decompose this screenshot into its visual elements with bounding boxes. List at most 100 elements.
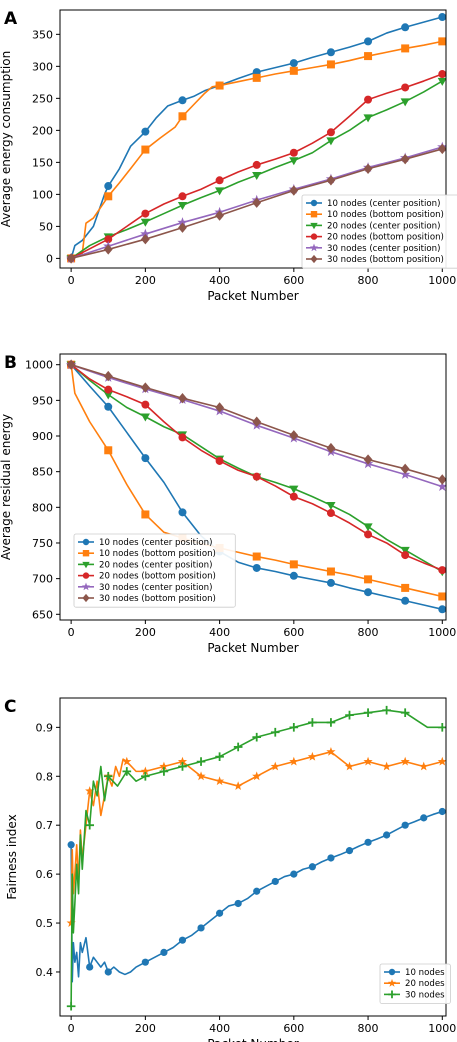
legend-marker: [82, 593, 90, 603]
data-point: [308, 863, 316, 871]
data-point: [252, 197, 262, 208]
x-axis-label: Packet Number: [207, 1037, 298, 1042]
data-point: [344, 761, 355, 771]
legend-item: 10 nodes (bottom position): [78, 549, 216, 559]
data-point: [67, 841, 75, 849]
data-point: [141, 145, 150, 154]
data-point: [364, 530, 373, 539]
x-tick-label: 200: [135, 274, 156, 287]
data-point: [400, 756, 410, 766]
data-point: [234, 899, 242, 908]
data-point: [160, 948, 168, 957]
data-point: [289, 492, 298, 501]
y-tick-label: 150: [32, 156, 53, 169]
data-point: [214, 187, 225, 196]
legend-label: 10 nodes (bottom position): [327, 210, 444, 220]
data-point: [438, 605, 446, 614]
data-point: [420, 814, 428, 822]
legend-label: 30 nodes: [405, 990, 445, 1000]
legend-item: 20 nodes (bottom position): [78, 572, 216, 582]
data-point: [159, 767, 169, 776]
data-point: [178, 222, 187, 233]
data-point: [178, 762, 187, 771]
y-tick-label: 850: [32, 466, 53, 479]
series-line: [70, 16, 443, 259]
data-point: [364, 37, 373, 46]
data-point: [364, 95, 373, 104]
data-point: [401, 23, 410, 32]
data-point: [290, 870, 298, 878]
data-point: [252, 171, 262, 180]
data-point: [86, 963, 94, 971]
data-point: [289, 430, 299, 441]
legend-marker: [310, 233, 318, 240]
legend-item: 30 nodes (bottom position): [306, 254, 444, 265]
data-point: [103, 771, 113, 781]
y-tick-label: 950: [32, 394, 53, 407]
data-point: [363, 756, 373, 766]
data-point: [438, 807, 446, 816]
data-point: [326, 175, 336, 186]
data-point: [141, 958, 149, 966]
legend-marker: [310, 211, 318, 218]
data-point: [437, 481, 446, 492]
data-point: [141, 771, 150, 781]
data-point: [177, 756, 188, 766]
data-point: [437, 474, 446, 485]
data-point: [364, 575, 373, 584]
y-tick-label: 750: [32, 537, 53, 550]
data-point: [122, 767, 132, 776]
data-point: [363, 163, 373, 174]
data-point: [438, 37, 446, 46]
x-tick-label: 400: [209, 626, 230, 639]
data-point: [345, 847, 354, 855]
data-point: [141, 510, 150, 519]
legend-label: 20 nodes (center position): [327, 221, 440, 231]
data-point: [252, 732, 262, 742]
data-point: [326, 578, 335, 587]
data-point: [419, 761, 429, 771]
legend-marker: [82, 538, 90, 546]
data-point: [159, 761, 169, 771]
data-point: [215, 176, 224, 185]
data-point: [400, 708, 410, 717]
legend: 10 nodes (center position)10 nodes (bott…: [73, 533, 236, 608]
data-point: [215, 909, 224, 917]
data-point: [401, 551, 410, 560]
legend-item: 30 nodes (center position): [306, 243, 440, 254]
data-point: [252, 416, 262, 427]
data-point: [326, 48, 335, 57]
data-point: [364, 52, 373, 61]
data-point: [140, 766, 150, 776]
y-axis-label: Average energy consumption: [0, 51, 13, 227]
data-point: [66, 359, 76, 370]
x-tick-label: 1000: [428, 274, 456, 287]
data-point: [66, 253, 76, 264]
y-tick-label: 0.4: [36, 966, 54, 979]
data-point: [141, 454, 150, 463]
y-tick-label: 300: [32, 60, 53, 73]
data-point: [214, 776, 225, 786]
data-point: [177, 217, 188, 227]
legend-marker: [310, 222, 318, 230]
data-point: [381, 761, 392, 771]
data-point: [66, 1001, 76, 1011]
data-point: [326, 746, 336, 756]
y-tick-label: 650: [32, 608, 53, 621]
data-point: [252, 552, 261, 561]
data-point: [289, 157, 299, 166]
data-point: [140, 218, 150, 227]
data-point: [438, 13, 446, 22]
y-tick-label: 50: [39, 220, 53, 233]
data-point: [178, 508, 187, 517]
y-tick-label: 0.6: [36, 868, 54, 881]
y-tick-label: 1000: [25, 359, 53, 372]
legend-label: 20 nodes (bottom position): [99, 572, 216, 582]
plot-frame: [59, 697, 447, 1017]
data-point: [401, 83, 410, 92]
y-tick-label: 0.5: [36, 917, 54, 930]
data-point: [363, 454, 373, 465]
panel-label: C: [4, 697, 16, 717]
data-point: [85, 786, 95, 795]
